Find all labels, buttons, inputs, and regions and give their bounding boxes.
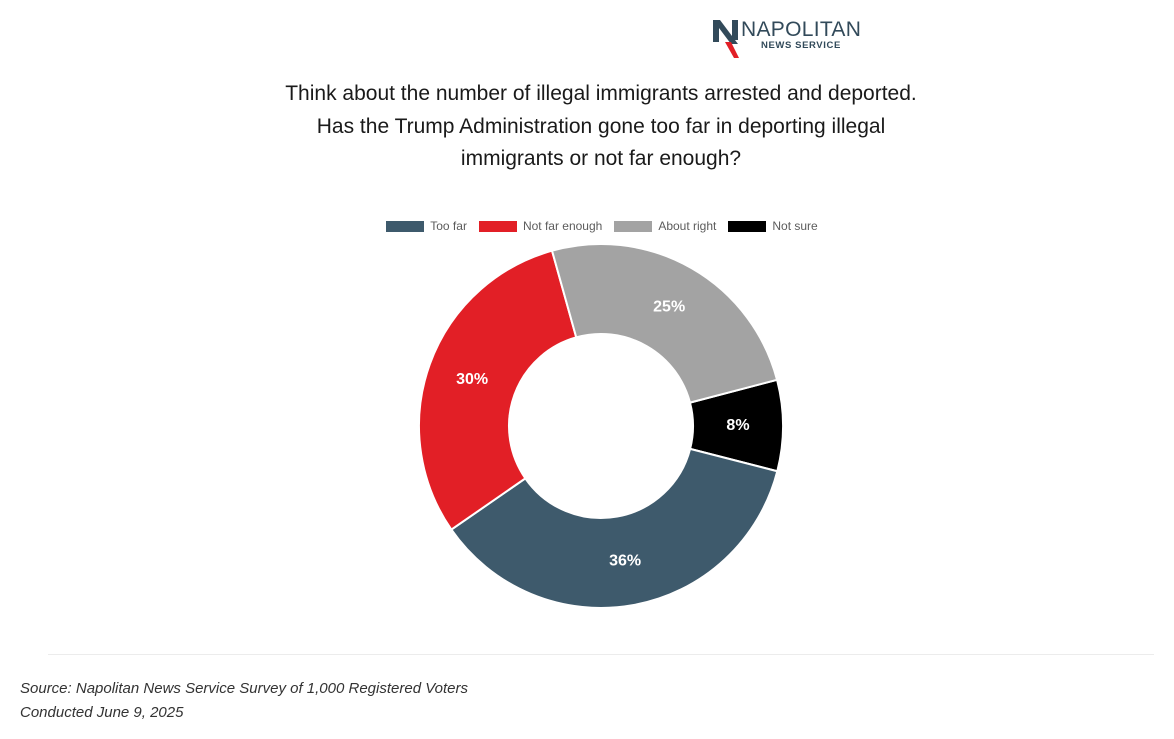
napolitan-logo: NAPOLITAN NEWS SERVICE [712,18,872,62]
footer-divider [48,654,1154,655]
chart-legend: Too far Not far enough About right Not s… [380,217,824,235]
logo-name: NAPOLITAN [741,18,862,41]
legend-label: About right [658,219,717,233]
slice-too-far [449,447,779,609]
slice-not-far-enough [418,249,578,532]
legend-item-too-far: Too far [386,219,467,233]
legend-label: Not far enough [522,219,603,233]
legend-swatch [728,220,767,232]
source-note: Source: Napolitan News Service Survey of… [20,677,468,725]
conducted-date: Conducted June 9, 2025 [20,704,184,721]
source-line: Source: Napolitan News Service Survey of… [20,680,469,697]
chart-title: Think about the number of illegal immigr… [285,82,917,170]
legend-swatch [386,220,425,232]
legend-swatch [478,220,517,232]
napolitan-n-mark-icon [713,20,739,58]
legend-item-not-sure: Not sure [728,219,818,233]
legend-label: Too far [430,219,467,233]
data-label: 30% [456,371,488,388]
logo-subtitle: NEWS SERVICE [761,40,841,51]
legend-label: Not sure [772,219,818,233]
data-label: 8% [726,417,749,434]
legend-item-about-right: About right [614,219,716,233]
data-label: 25% [653,299,685,316]
legend-swatch [614,220,653,232]
slice-about-right [550,243,779,404]
legend-item-not-far-enough: Not far enough [478,219,603,233]
data-label: 36% [609,552,641,569]
